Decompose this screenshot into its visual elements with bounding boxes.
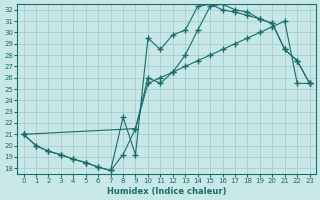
X-axis label: Humidex (Indice chaleur): Humidex (Indice chaleur) [107, 187, 226, 196]
